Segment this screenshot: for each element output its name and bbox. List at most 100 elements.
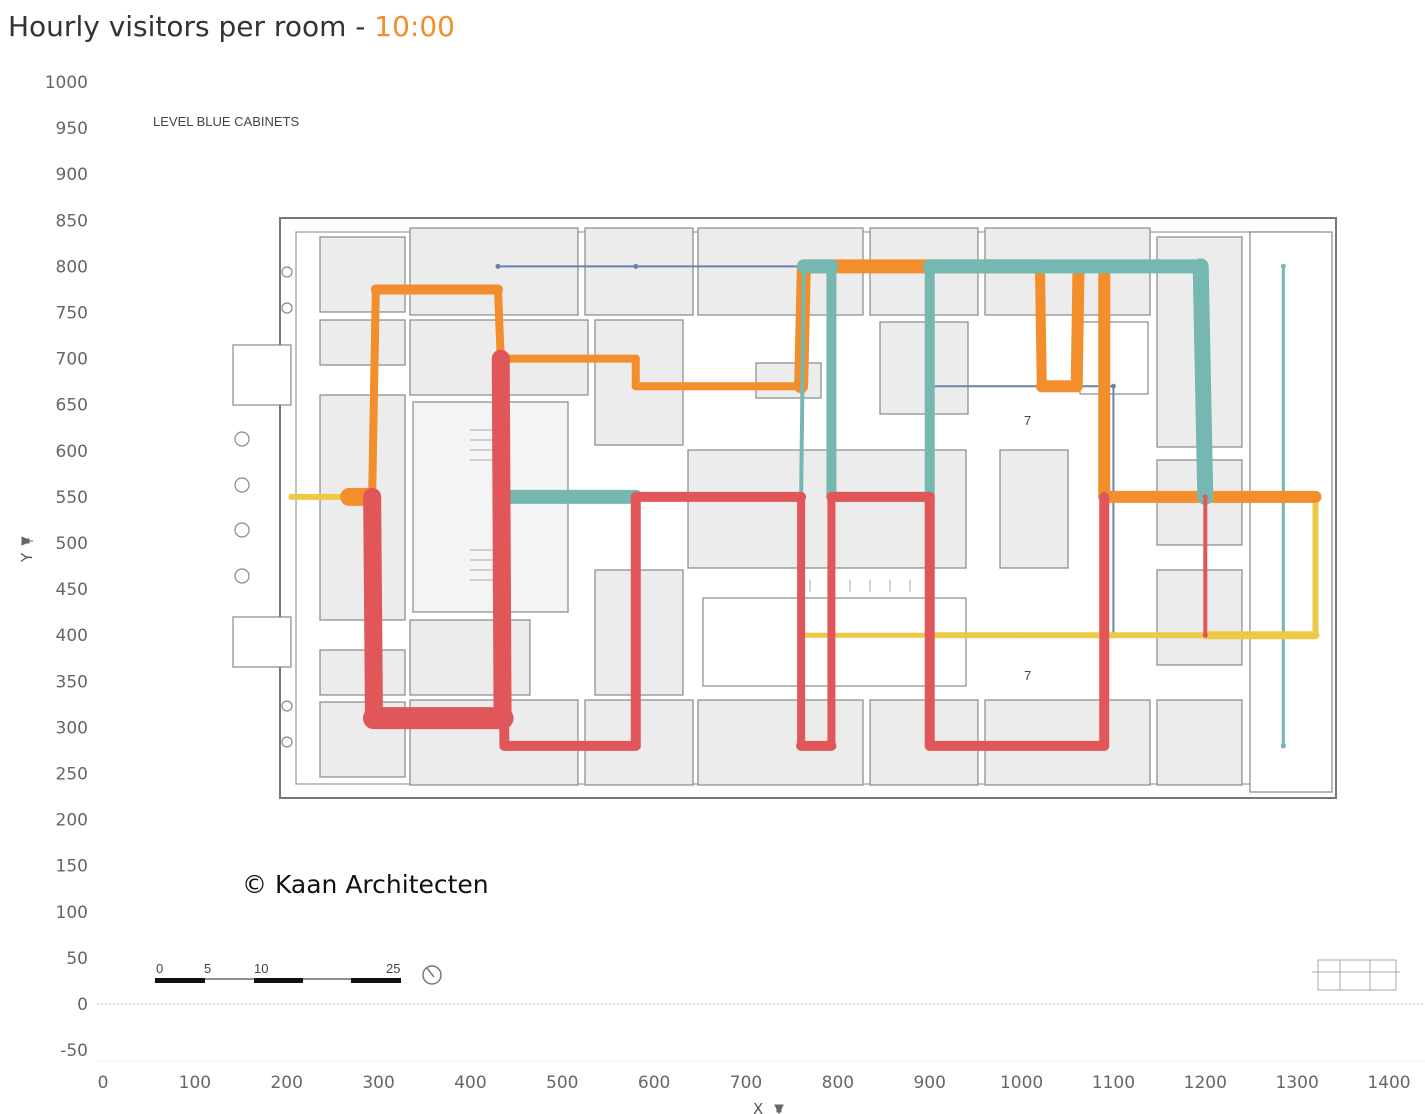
flow-point xyxy=(1019,632,1025,638)
column xyxy=(234,431,250,447)
x-tick-label: 400 xyxy=(454,1073,486,1093)
flow-point xyxy=(927,494,933,500)
column xyxy=(281,736,293,748)
flow-series xyxy=(362,349,1110,751)
entrance-pavilion xyxy=(232,616,292,668)
flow-point xyxy=(798,743,804,749)
copyright-text: © Kaan Architecten xyxy=(242,870,489,899)
flow-point xyxy=(1280,743,1286,749)
flow-point xyxy=(1313,494,1319,500)
room xyxy=(319,649,406,696)
flow-point xyxy=(1313,632,1319,638)
scale-label: 0 xyxy=(156,961,163,976)
y-tick-label: 650 xyxy=(56,396,88,416)
flow-point xyxy=(1110,383,1116,389)
flow-point xyxy=(501,743,507,749)
flow-point xyxy=(633,356,639,362)
title-separator: - xyxy=(346,10,375,43)
room xyxy=(584,227,694,316)
y-tick-label: 100 xyxy=(56,903,88,923)
room xyxy=(1079,321,1149,395)
x-tick-label: 800 xyxy=(822,1073,854,1093)
y-tick-label: 600 xyxy=(56,442,88,462)
flow-segment xyxy=(495,353,510,751)
room xyxy=(409,619,531,696)
flow-segment xyxy=(1034,261,1047,392)
flow-point xyxy=(633,263,639,269)
flow-point xyxy=(1039,383,1045,389)
flow-point xyxy=(828,743,834,749)
x-tick-label: 600 xyxy=(638,1073,670,1093)
y-tick-label: 950 xyxy=(56,119,88,139)
compass-icon xyxy=(422,965,442,985)
x-tick-label: 0 xyxy=(98,1073,109,1093)
y-axis-label: Y xyxy=(18,552,36,563)
room xyxy=(1156,569,1243,666)
y-axis-title: Y xyxy=(18,536,36,563)
column xyxy=(234,522,250,538)
room xyxy=(319,236,406,313)
scale-bar: 0 5 10 25 xyxy=(155,961,401,983)
y-tick-label: 300 xyxy=(56,718,88,738)
flow-point xyxy=(1101,743,1107,749)
level-label: LEVEL BLUE CABINETS xyxy=(153,114,300,129)
y-tick-label: 250 xyxy=(56,765,88,785)
flow-point xyxy=(828,263,834,269)
flow-segment xyxy=(799,264,806,499)
x-tick-label: 200 xyxy=(270,1073,302,1093)
room xyxy=(999,449,1069,569)
column xyxy=(281,266,293,278)
title-time: 10:00 xyxy=(374,10,455,43)
flow-point xyxy=(498,356,504,362)
column xyxy=(281,700,293,712)
flow-point xyxy=(495,286,501,292)
x-axis-title: X xyxy=(753,1100,784,1114)
flow-point xyxy=(369,494,375,500)
flow-point xyxy=(1280,263,1286,269)
y-tick-label: 700 xyxy=(56,350,88,370)
column xyxy=(234,477,250,493)
scale-label: 10 xyxy=(254,961,268,976)
flow-point xyxy=(495,263,501,269)
y-tick-label: 50 xyxy=(66,949,88,969)
y-tick-label: 150 xyxy=(56,857,88,877)
x-tick-label: 700 xyxy=(730,1073,762,1093)
scale-label: 25 xyxy=(386,961,400,976)
x-tick-label: 1300 xyxy=(1276,1073,1319,1093)
stair-hall xyxy=(412,401,569,613)
x-axis: 0 100 200 300 400 500 600 700 800 900 1000 1100 1200… xyxy=(98,1073,1411,1093)
flow-point xyxy=(798,494,804,500)
y-tick-label: 850 xyxy=(56,211,88,231)
room xyxy=(319,319,406,366)
flow-point xyxy=(633,383,639,389)
y-tick-label: 900 xyxy=(56,165,88,185)
x-tick-label: 100 xyxy=(179,1073,211,1093)
room xyxy=(697,699,864,786)
flow-point xyxy=(927,743,933,749)
y-tick-label: 800 xyxy=(56,257,88,277)
x-tick-label: 1000 xyxy=(1000,1073,1043,1093)
flow-point xyxy=(1074,383,1080,389)
flow-point xyxy=(1101,494,1107,500)
room xyxy=(319,394,406,621)
flow-point xyxy=(1198,263,1204,269)
flow-series-group xyxy=(288,258,1322,751)
flow-point xyxy=(288,494,294,500)
flow-point xyxy=(927,263,933,269)
y-tick-label: 450 xyxy=(56,580,88,600)
right-wing xyxy=(1249,231,1333,793)
flow-point xyxy=(828,494,834,500)
x-axis-label: X xyxy=(753,1100,763,1114)
flow-point xyxy=(371,715,377,721)
y-tick-label: -50 xyxy=(60,1041,88,1061)
y-tick-label: 0 xyxy=(77,995,88,1015)
y-tick-label: 400 xyxy=(56,626,88,646)
entrance-pavilion xyxy=(232,344,292,406)
y-tick-label: 750 xyxy=(56,304,88,324)
flow-series xyxy=(1280,263,1286,749)
y-tick-label: 500 xyxy=(56,534,88,554)
room xyxy=(879,321,969,415)
flow-segment xyxy=(1192,258,1214,505)
room xyxy=(755,362,822,399)
section-thumbnail-icon xyxy=(1312,959,1400,991)
